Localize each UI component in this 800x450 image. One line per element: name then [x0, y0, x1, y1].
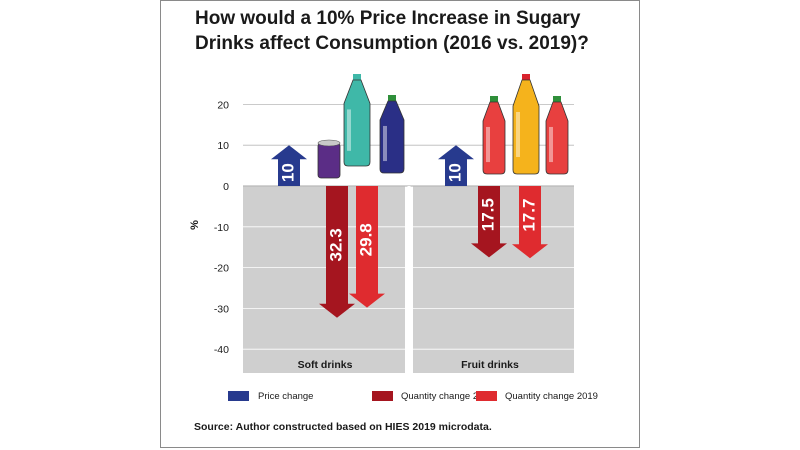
data-label: 10 [278, 163, 297, 182]
bottle-cap [522, 74, 530, 80]
legend-label-price: Price change [258, 391, 314, 402]
arrow-price-change [438, 145, 474, 186]
fruit-drink-bottle-red-2 [545, 96, 569, 175]
y-axis-label: % [189, 220, 201, 230]
bottle-shine [347, 109, 351, 151]
y-tick-label: 10 [217, 140, 229, 152]
bottle-cap [353, 74, 361, 80]
bottle-body [379, 100, 405, 174]
arrow-quantity-change-2019 [349, 186, 385, 308]
bottle-shine [516, 112, 520, 157]
legend-label-2016: Quantity change 2016 [401, 391, 494, 402]
y-tick-label: -30 [214, 303, 229, 315]
bottle-body [545, 101, 569, 175]
category-label-soft: Soft drinks [298, 359, 353, 371]
bottle-shine [549, 126, 553, 163]
legend-label-2019: Quantity change 2019 [505, 391, 598, 402]
soda-can-image [317, 139, 341, 179]
y-tick-label: -10 [214, 222, 229, 234]
chart-title: How would a 10% Price Increase in Sugary… [195, 8, 589, 54]
can-top [317, 139, 341, 147]
bottle-shine [383, 125, 387, 162]
fruit-drink-bottle-orange [512, 74, 540, 175]
source-note: Source: Author constructed based on HIES… [194, 421, 492, 433]
y-tick-label: -20 [214, 263, 229, 275]
data-label: 17.7 [519, 199, 538, 232]
plot-shade-soft [243, 186, 405, 373]
data-label: 10 [445, 163, 464, 182]
data-label: 17.5 [478, 198, 497, 231]
y-tick-label: 20 [217, 99, 229, 111]
y-tick-label: -40 [214, 344, 229, 356]
bottle-body [512, 79, 540, 175]
bottle-body [482, 101, 506, 175]
soft-drink-bottle-teal [343, 74, 371, 167]
arrow-quantity-change-2016 [471, 186, 507, 258]
legend-swatch-2016 [372, 391, 393, 401]
bottle-cap [553, 96, 561, 102]
arrow-quantity-change-2019 [512, 186, 548, 259]
data-label: 32.3 [326, 228, 345, 261]
data-label: 29.8 [356, 223, 375, 256]
arrow-quantity-change-2016 [319, 186, 355, 318]
bottle-shine [486, 126, 490, 163]
bottle-cap [490, 96, 498, 102]
y-tick-label: 0 [223, 181, 229, 193]
bottle-body [343, 79, 371, 167]
legend-swatch-price [228, 391, 249, 401]
legend-swatch-2019 [476, 391, 497, 401]
category-label-fruit: Fruit drinks [461, 359, 519, 371]
arrow-price-change [271, 145, 307, 186]
fruit-drink-bottle-red [482, 96, 506, 175]
soft-drink-bottle-navy [379, 95, 405, 174]
bottle-cap [388, 95, 396, 101]
can-body [317, 142, 341, 179]
